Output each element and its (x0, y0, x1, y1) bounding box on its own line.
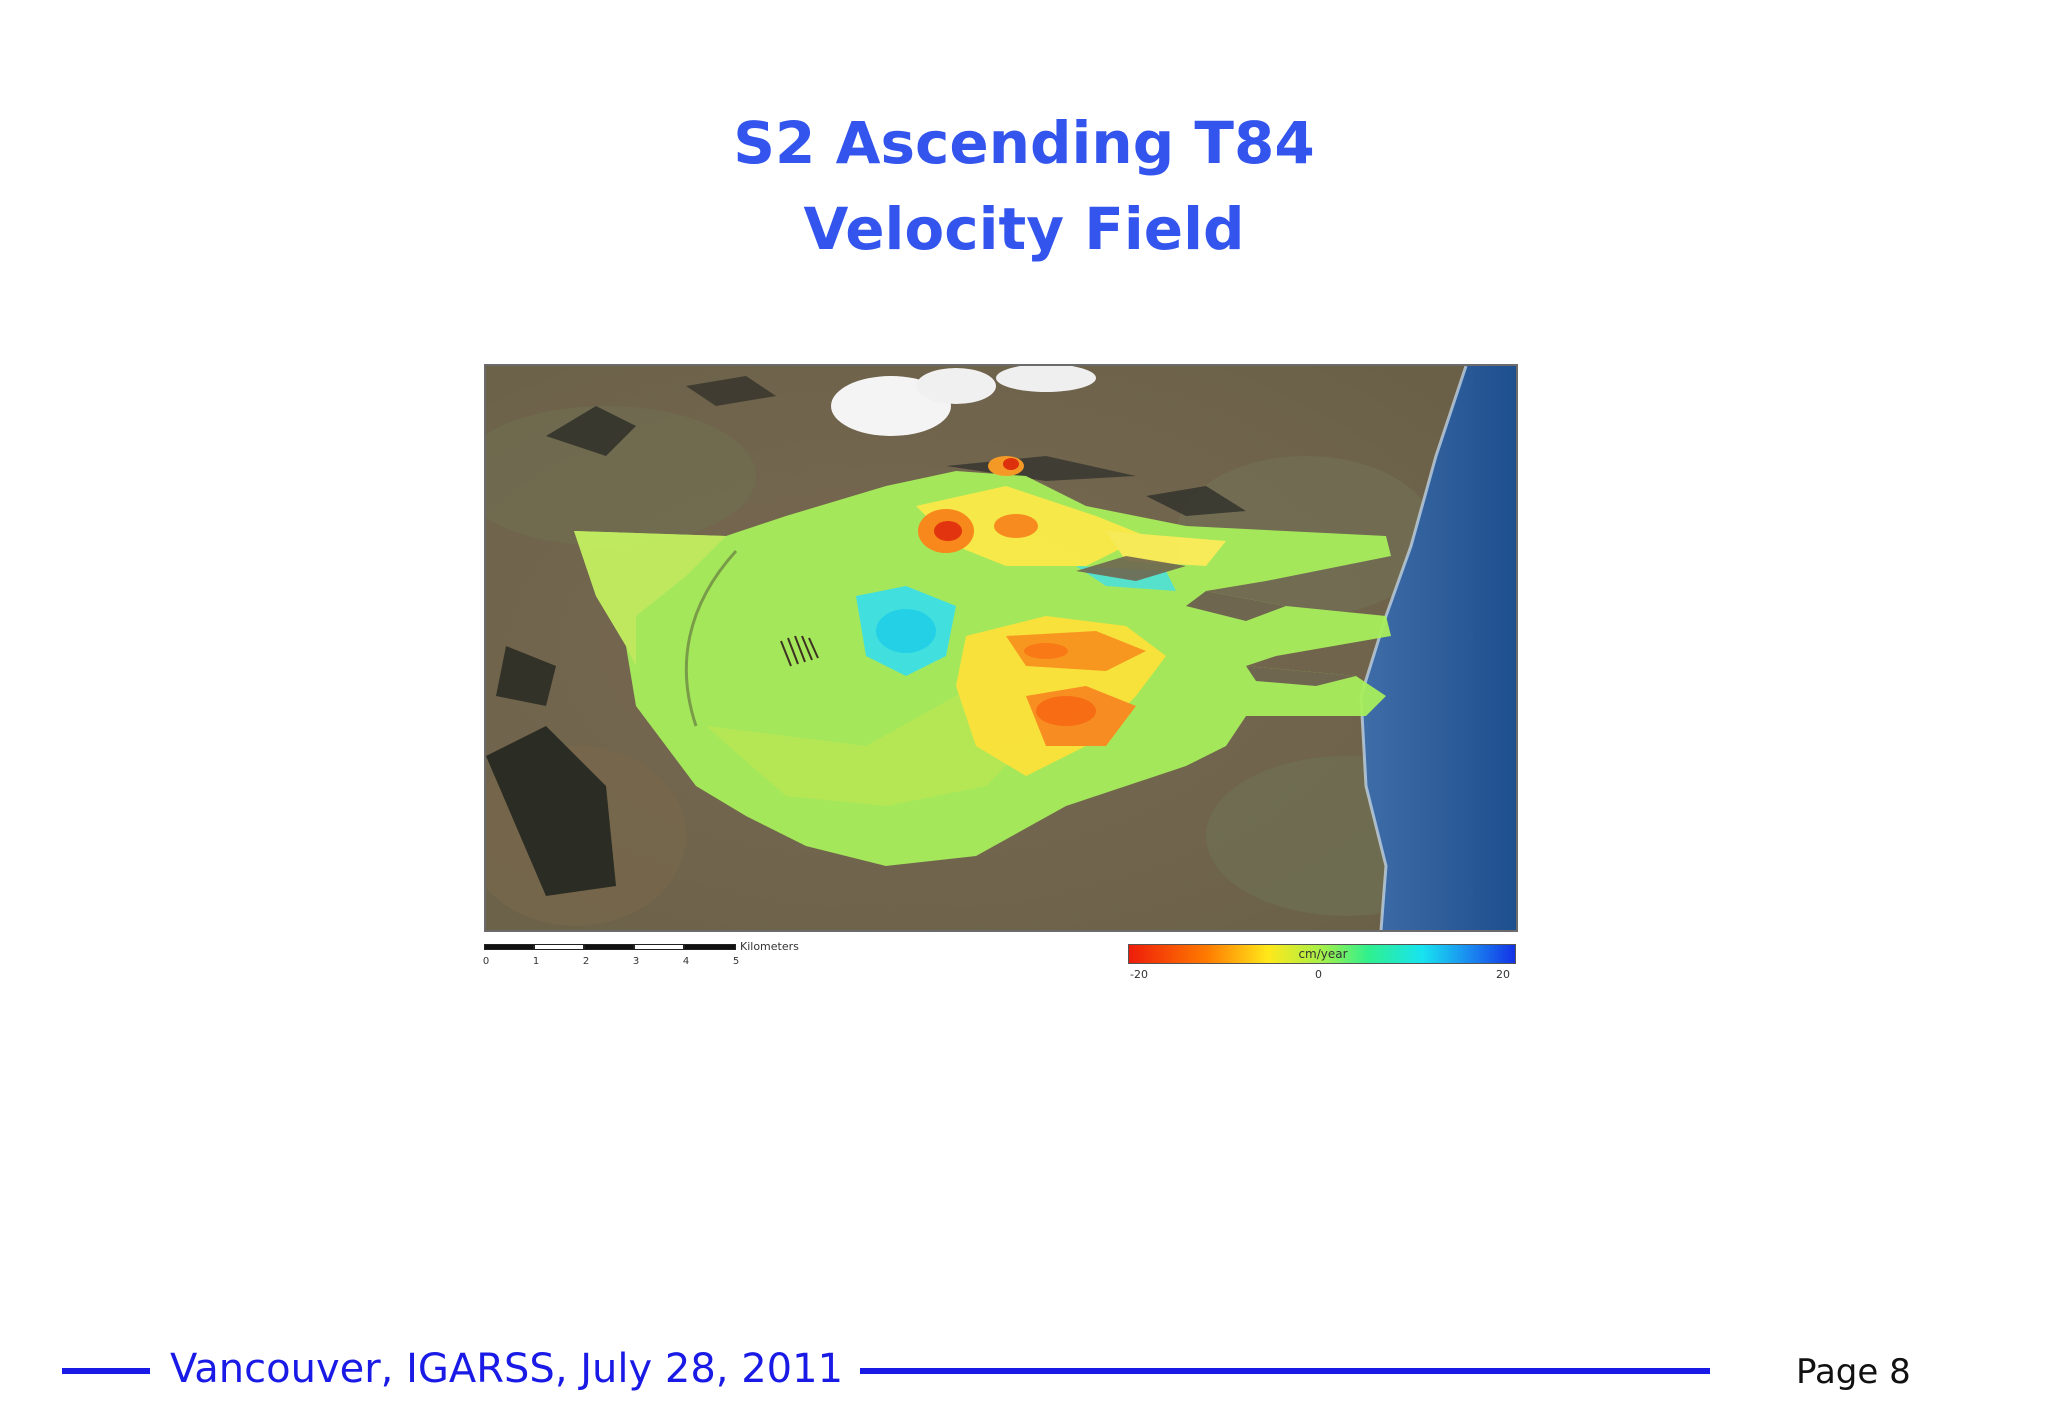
scale-segment (484, 944, 534, 950)
footer-rule-left (62, 1368, 150, 1374)
scale-unit-label: Kilometers (740, 940, 799, 953)
title-line-1: S2 Ascending T84 (733, 109, 1315, 177)
scale-tick: 2 (582, 956, 590, 967)
scale-tick: 5 (732, 956, 740, 967)
scale-segment (534, 944, 584, 950)
scale-tick: 0 (482, 956, 490, 967)
scale-tick: 4 (682, 956, 690, 967)
velocity-map (484, 364, 1518, 932)
fringe-pattern (780, 635, 819, 667)
legend-min-label: -20 (1130, 968, 1148, 981)
scale-tick: 1 (532, 956, 540, 967)
scale-segment (684, 944, 736, 950)
legend-max-label: 20 (1496, 968, 1510, 981)
scale-segment (634, 944, 684, 950)
color-ramp: cm/year (1128, 944, 1516, 964)
color-legend: cm/year -20 0 20 (1128, 940, 1516, 982)
velocity-overlay (574, 456, 1391, 866)
legend-unit-label: cm/year (1298, 947, 1348, 961)
slide-title: S2 Ascending T84 Velocity Field (0, 100, 2048, 272)
page-number: Page 8 (1796, 1352, 1911, 1392)
legend-mid-label: 0 (1315, 968, 1322, 981)
map-image (486, 366, 1516, 930)
scale-segment (584, 944, 634, 950)
title-line-2: Velocity Field (803, 195, 1245, 263)
footer-rule-right (860, 1368, 1710, 1374)
scale-bar: Kilometers 0 1 2 3 4 5 (482, 940, 824, 980)
scale-tick: 3 (632, 956, 640, 967)
ocean (1361, 366, 1516, 930)
footer-text: Vancouver, IGARSS, July 28, 2011 (170, 1346, 844, 1392)
